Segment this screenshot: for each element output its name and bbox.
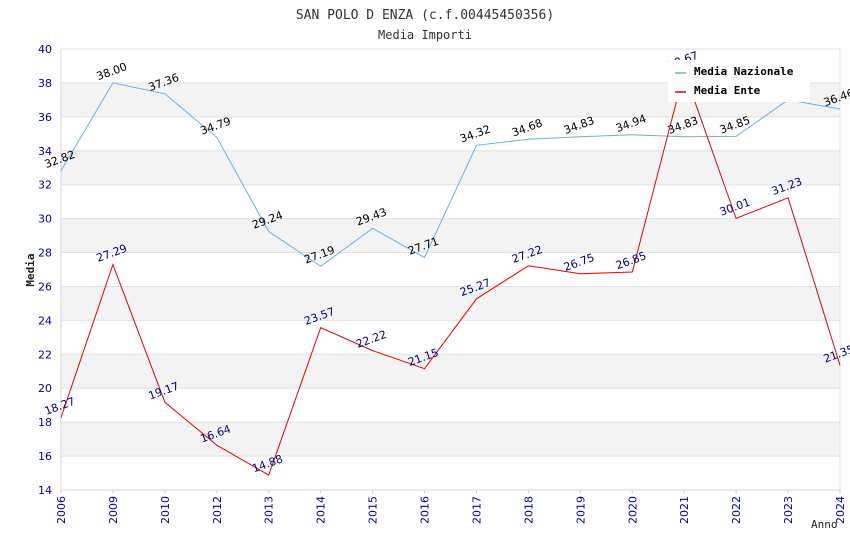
chart-title: SAN POLO D ENZA (c.f.00445450356) <box>296 8 554 23</box>
legend-item-media-ente: Media Ente <box>694 84 761 97</box>
x-axis-label: Anno <box>811 518 838 531</box>
x-tick-label: 2018 <box>522 496 535 524</box>
y-axis-ticks: 14 16 18 20 22 24 26 28 30 32 34 36 38 40 <box>38 43 52 497</box>
legend-background <box>668 60 810 102</box>
x-tick-label: 2015 <box>367 496 380 524</box>
data-label-media-nazionale: 34.83 <box>666 114 700 137</box>
x-tick-label: 2013 <box>263 496 276 524</box>
data-label-media-nazionale: 34.68 <box>510 116 544 139</box>
chart-subtitle: Media Importi <box>378 28 472 42</box>
data-label-media-ente: 18.27 <box>43 395 77 418</box>
series-lines <box>60 69 841 476</box>
data-label-media-ente: 26.75 <box>562 251 596 274</box>
grid-lines <box>61 48 840 491</box>
y-tick-label: 32 <box>38 179 52 192</box>
x-axis-ticks: 2006 2009 2010 2012 2013 2014 2015 2016 2017 2018… <box>55 490 847 524</box>
data-label-media-nazionale: 38.00 <box>95 60 129 83</box>
data-label-media-nazionale: 34.32 <box>458 123 492 146</box>
x-tick-label: 2010 <box>159 496 172 524</box>
y-tick-label: 30 <box>38 213 52 226</box>
x-tick-label: 2014 <box>315 496 328 524</box>
grid-band <box>61 354 840 389</box>
y-tick-label: 14 <box>38 484 52 497</box>
x-tick-label: 2024 <box>834 496 847 524</box>
y-tick-label: 18 <box>38 416 52 429</box>
x-tick-label: 2012 <box>211 496 224 524</box>
y-tick-label: 36 <box>38 111 52 124</box>
series-line-media-nazionale <box>60 82 841 267</box>
x-tick-label: 2022 <box>730 496 743 524</box>
x-tick-label: 2019 <box>574 496 587 524</box>
data-label-media-nazionale: 34.79 <box>199 115 233 138</box>
y-tick-label: 24 <box>38 314 52 327</box>
x-tick-label: 2006 <box>55 496 68 524</box>
y-tick-label: 22 <box>38 348 52 361</box>
grid-bands <box>61 82 840 457</box>
y-tick-label: 16 <box>38 450 52 463</box>
y-tick-label: 28 <box>38 247 52 260</box>
legend-item-media-nazionale: Media Nazionale <box>694 65 794 78</box>
y-tick-label: 26 <box>38 280 52 293</box>
legend: Media Nazionale Media Ente <box>668 60 810 102</box>
grid-band <box>61 286 840 321</box>
y-axis-label: Media <box>24 253 37 286</box>
y-tick-label: 38 <box>38 77 52 90</box>
y-tick-label: 34 <box>38 145 52 158</box>
x-tick-label: 2016 <box>419 496 432 524</box>
data-label-media-ente: 22.22 <box>354 328 388 351</box>
grid-band <box>61 422 840 457</box>
x-tick-label: 2023 <box>782 496 795 524</box>
series-line-media-ente <box>60 69 841 476</box>
x-tick-label: 2021 <box>678 496 691 524</box>
y-tick-label: 20 <box>38 382 52 395</box>
x-tick-label: 2009 <box>107 496 120 524</box>
y-tick-label: 40 <box>38 43 52 56</box>
grid-band <box>61 218 840 253</box>
grid-band <box>61 150 840 185</box>
x-tick-label: 2020 <box>626 496 639 524</box>
x-tick-label: 2017 <box>470 496 483 524</box>
data-label-media-nazionale: 34.83 <box>562 114 596 137</box>
